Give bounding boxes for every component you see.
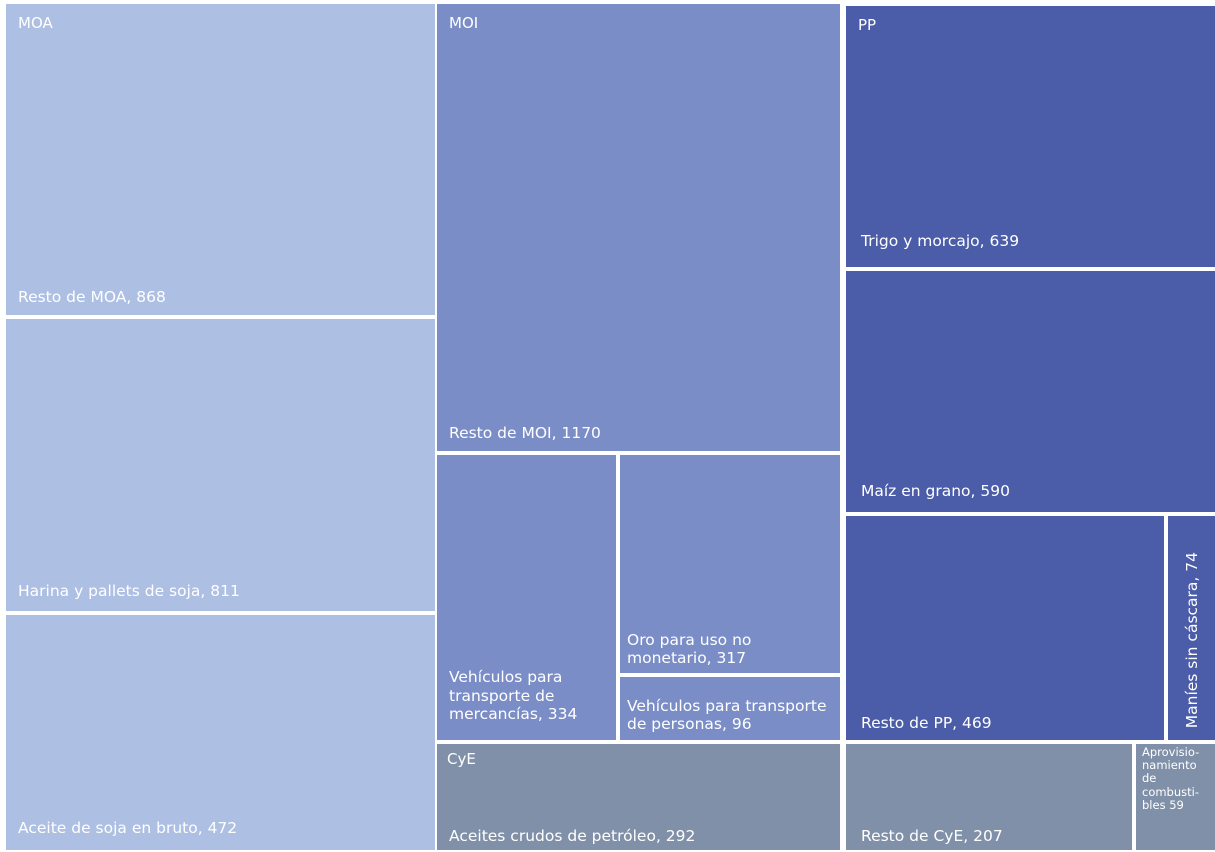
tile-label: Resto de MOA, 868: [18, 288, 166, 307]
tile-resto-de-moi: MOI Resto de MOI, 1170: [437, 4, 840, 451]
tile-label: Maíz en grano, 590: [861, 482, 1010, 501]
tile-resto-de-moa: MOA Resto de MOA, 868: [6, 4, 435, 315]
group-label-moa: MOA: [18, 14, 53, 32]
tile-label: Aprovisio-namiento de combusti-bles 59: [1142, 745, 1200, 812]
tile-vehiculos-para-transporte-de-personas: Vehículos para transporte de personas, 9…: [620, 677, 840, 740]
tile-vehiculos-para-transporte-de-mercancias: Vehículos para transporte de mercancías,…: [437, 455, 616, 740]
tile-label: Trigo y morcajo, 639: [861, 232, 1020, 251]
tile-label: Resto de MOI, 1170: [449, 424, 601, 443]
tile-aceite-de-soja-en-bruto: Aceite de soja en bruto, 472: [6, 615, 435, 850]
group-label-cye: CyE: [447, 750, 476, 768]
tile-manies-sin-cascara: Maníes sin cáscara, 74: [1168, 516, 1215, 740]
tile-label: Aceites crudos de petróleo, 292: [449, 827, 696, 846]
tile-label: Vehículos para transporte de personas, 9…: [627, 696, 827, 734]
tile-label: Oro para uso no monetario, 317: [627, 630, 752, 668]
tile-resto-de-cye: Resto de CyE, 207: [846, 744, 1132, 850]
tile-resto-de-pp: Resto de PP, 469: [846, 516, 1164, 740]
tile-label: Aceite de soja en bruto, 472: [18, 819, 238, 838]
tile-maiz-en-grano: Maíz en grano, 590: [846, 271, 1215, 512]
tile-aceites-crudos-de-petroleo: CyE Aceites crudos de petróleo, 292: [437, 744, 840, 850]
tile-label: Vehículos para transporte de mercancías,…: [449, 668, 578, 724]
tile-harina-y-pallets-de-soja: Harina y pallets de soja, 811: [6, 319, 435, 611]
tile-aprovisionamiento-de-combustibles: Aprovisio-namiento de combusti-bles 59: [1136, 744, 1215, 850]
tile-label: Resto de CyE, 207: [861, 827, 1003, 846]
tile-label: Maníes sin cáscara, 74: [1183, 551, 1201, 728]
tile-label: Harina y pallets de soja, 811: [18, 582, 240, 601]
tile-trigo-y-morcajo: PP Trigo y morcajo, 639: [846, 6, 1215, 267]
group-label-moi: MOI: [449, 14, 479, 32]
group-label-pp: PP: [858, 16, 877, 34]
tile-label: Resto de PP, 469: [861, 714, 992, 733]
tile-oro-para-uso-no-monetario: Oro para uso no monetario, 317: [620, 455, 840, 673]
